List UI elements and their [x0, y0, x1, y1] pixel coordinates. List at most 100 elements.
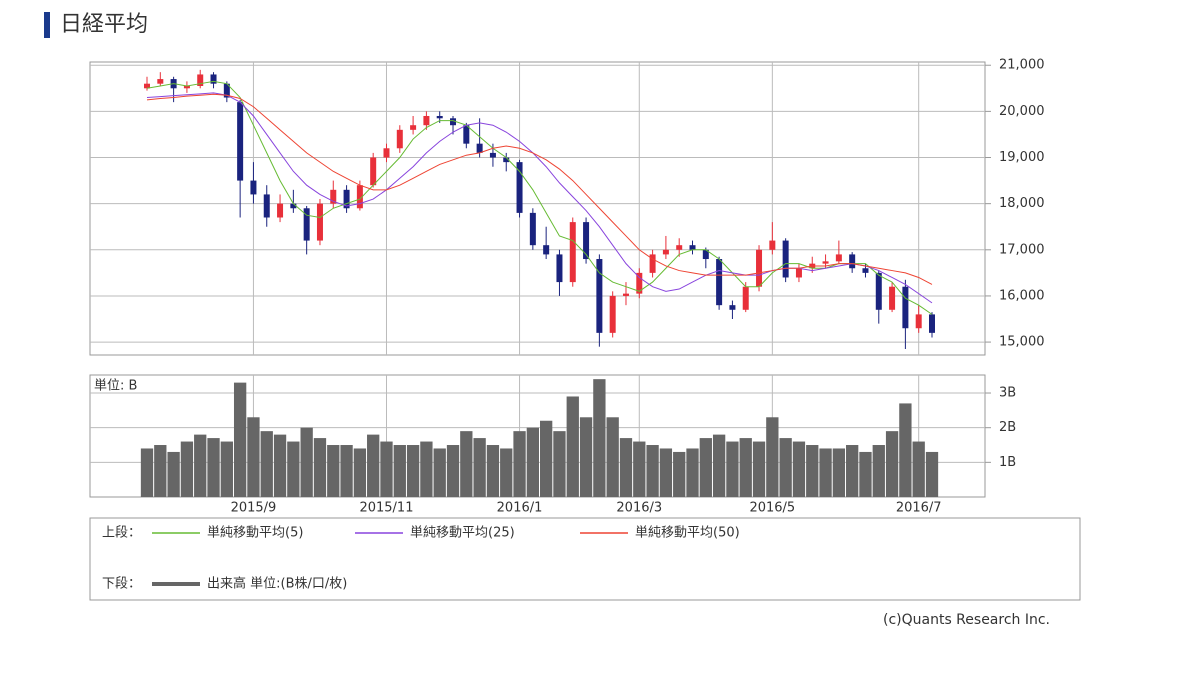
candle-body [742, 286, 749, 310]
candle-body [929, 314, 935, 333]
candle-body [290, 203, 297, 209]
volume-bar [340, 445, 353, 497]
volume-bar [367, 434, 380, 497]
candle-body [609, 295, 616, 333]
candle-body [423, 115, 430, 126]
candle-body [250, 180, 257, 195]
candle-body [303, 208, 310, 241]
volume-bar [433, 448, 446, 497]
price-frame [89, 61, 986, 356]
volume-bar [260, 431, 273, 497]
candle-body [223, 83, 230, 98]
volume-bar [353, 448, 367, 497]
candle-body [263, 194, 270, 218]
volume-bar [553, 431, 566, 497]
y-tick-label: 3B [999, 386, 1016, 401]
volume-bar [885, 431, 899, 497]
x-tick-label: 2015/9 [231, 501, 277, 516]
candle-body [144, 83, 150, 89]
candle-body [835, 254, 842, 262]
volume-bar [540, 420, 553, 497]
volume-bar [606, 417, 619, 497]
volume-bar [233, 382, 247, 497]
candle-body [356, 185, 363, 209]
candle-body [343, 189, 350, 209]
volume-bar [287, 441, 300, 497]
volume-bar [313, 438, 327, 497]
volume-bar [806, 445, 819, 497]
volume-bar [154, 445, 167, 497]
y-tick-label: 17,000 [999, 242, 1045, 257]
moving-average-line [146, 92, 933, 304]
volume-bar [792, 441, 806, 497]
candle-body [489, 152, 496, 158]
volume-bar [500, 448, 513, 497]
candle-body [157, 79, 164, 84]
candle-body [383, 148, 390, 158]
x-tick-label: 2016/3 [616, 501, 662, 516]
candle-body [197, 74, 204, 86]
candle-body [463, 125, 470, 144]
y-tick-label: 16,000 [999, 288, 1045, 303]
volume-bar [167, 451, 180, 497]
candle-body [756, 249, 763, 287]
candle-body [529, 212, 536, 246]
volume-bar [566, 396, 579, 497]
volume-bar [207, 438, 220, 497]
candle-body [849, 254, 856, 269]
volume-bar [619, 438, 633, 497]
candle-body [583, 222, 590, 260]
candle-body [862, 268, 869, 273]
volume-bar [832, 448, 846, 497]
unit-label: 単位: B [94, 378, 137, 394]
legend-group-label: 上段： [102, 526, 141, 541]
volume-bar [180, 441, 194, 497]
volume-bar [899, 403, 912, 497]
volume-bar [300, 427, 313, 497]
candle-body [277, 203, 284, 218]
y-tick-label: 19,000 [999, 150, 1045, 165]
legend-label: 出来高 単位:(B株/口/枚) [207, 576, 347, 592]
volume-bar [194, 434, 207, 497]
volume-bar [473, 438, 486, 497]
volume-bar [846, 445, 859, 497]
legend-label: 単純移動平均(25) [410, 525, 515, 541]
legend-label: 単純移動平均(5) [207, 525, 303, 541]
candle-body [370, 157, 377, 186]
volume-bar [673, 451, 686, 497]
candle-body [902, 286, 909, 329]
candle-body [915, 314, 922, 329]
candle-body [450, 118, 457, 126]
volume-bar [526, 427, 539, 497]
candle-body [795, 268, 802, 278]
volume-bar [726, 441, 739, 497]
volume-bar [273, 434, 287, 497]
candle-body [436, 115, 443, 119]
candle-body [782, 240, 789, 278]
candle-body [676, 245, 683, 250]
candle-body [636, 272, 643, 294]
candle-body [596, 259, 603, 333]
volume-bar [633, 441, 646, 497]
volume-bar [646, 445, 659, 497]
candle-body [729, 305, 736, 310]
candle-body [716, 259, 723, 306]
candle-body [503, 157, 510, 163]
volume-bar [380, 441, 393, 497]
candle-body [875, 272, 882, 310]
candle-body [210, 74, 217, 84]
y-tick-label: 20,000 [999, 104, 1045, 119]
volume-bar [486, 445, 500, 497]
volume-bar [779, 438, 792, 497]
volume-bar [686, 448, 699, 497]
y-tick-label: 2B [999, 420, 1016, 435]
volume-bar [420, 441, 433, 497]
volume-bar [925, 451, 939, 497]
volume-bar [140, 448, 154, 497]
legend-group-label: 下段： [102, 577, 141, 592]
x-tick-label: 2015/11 [359, 501, 413, 516]
legend-label: 単純移動平均(50) [635, 525, 740, 541]
volume-bar [819, 448, 832, 497]
candle-body [622, 293, 629, 296]
